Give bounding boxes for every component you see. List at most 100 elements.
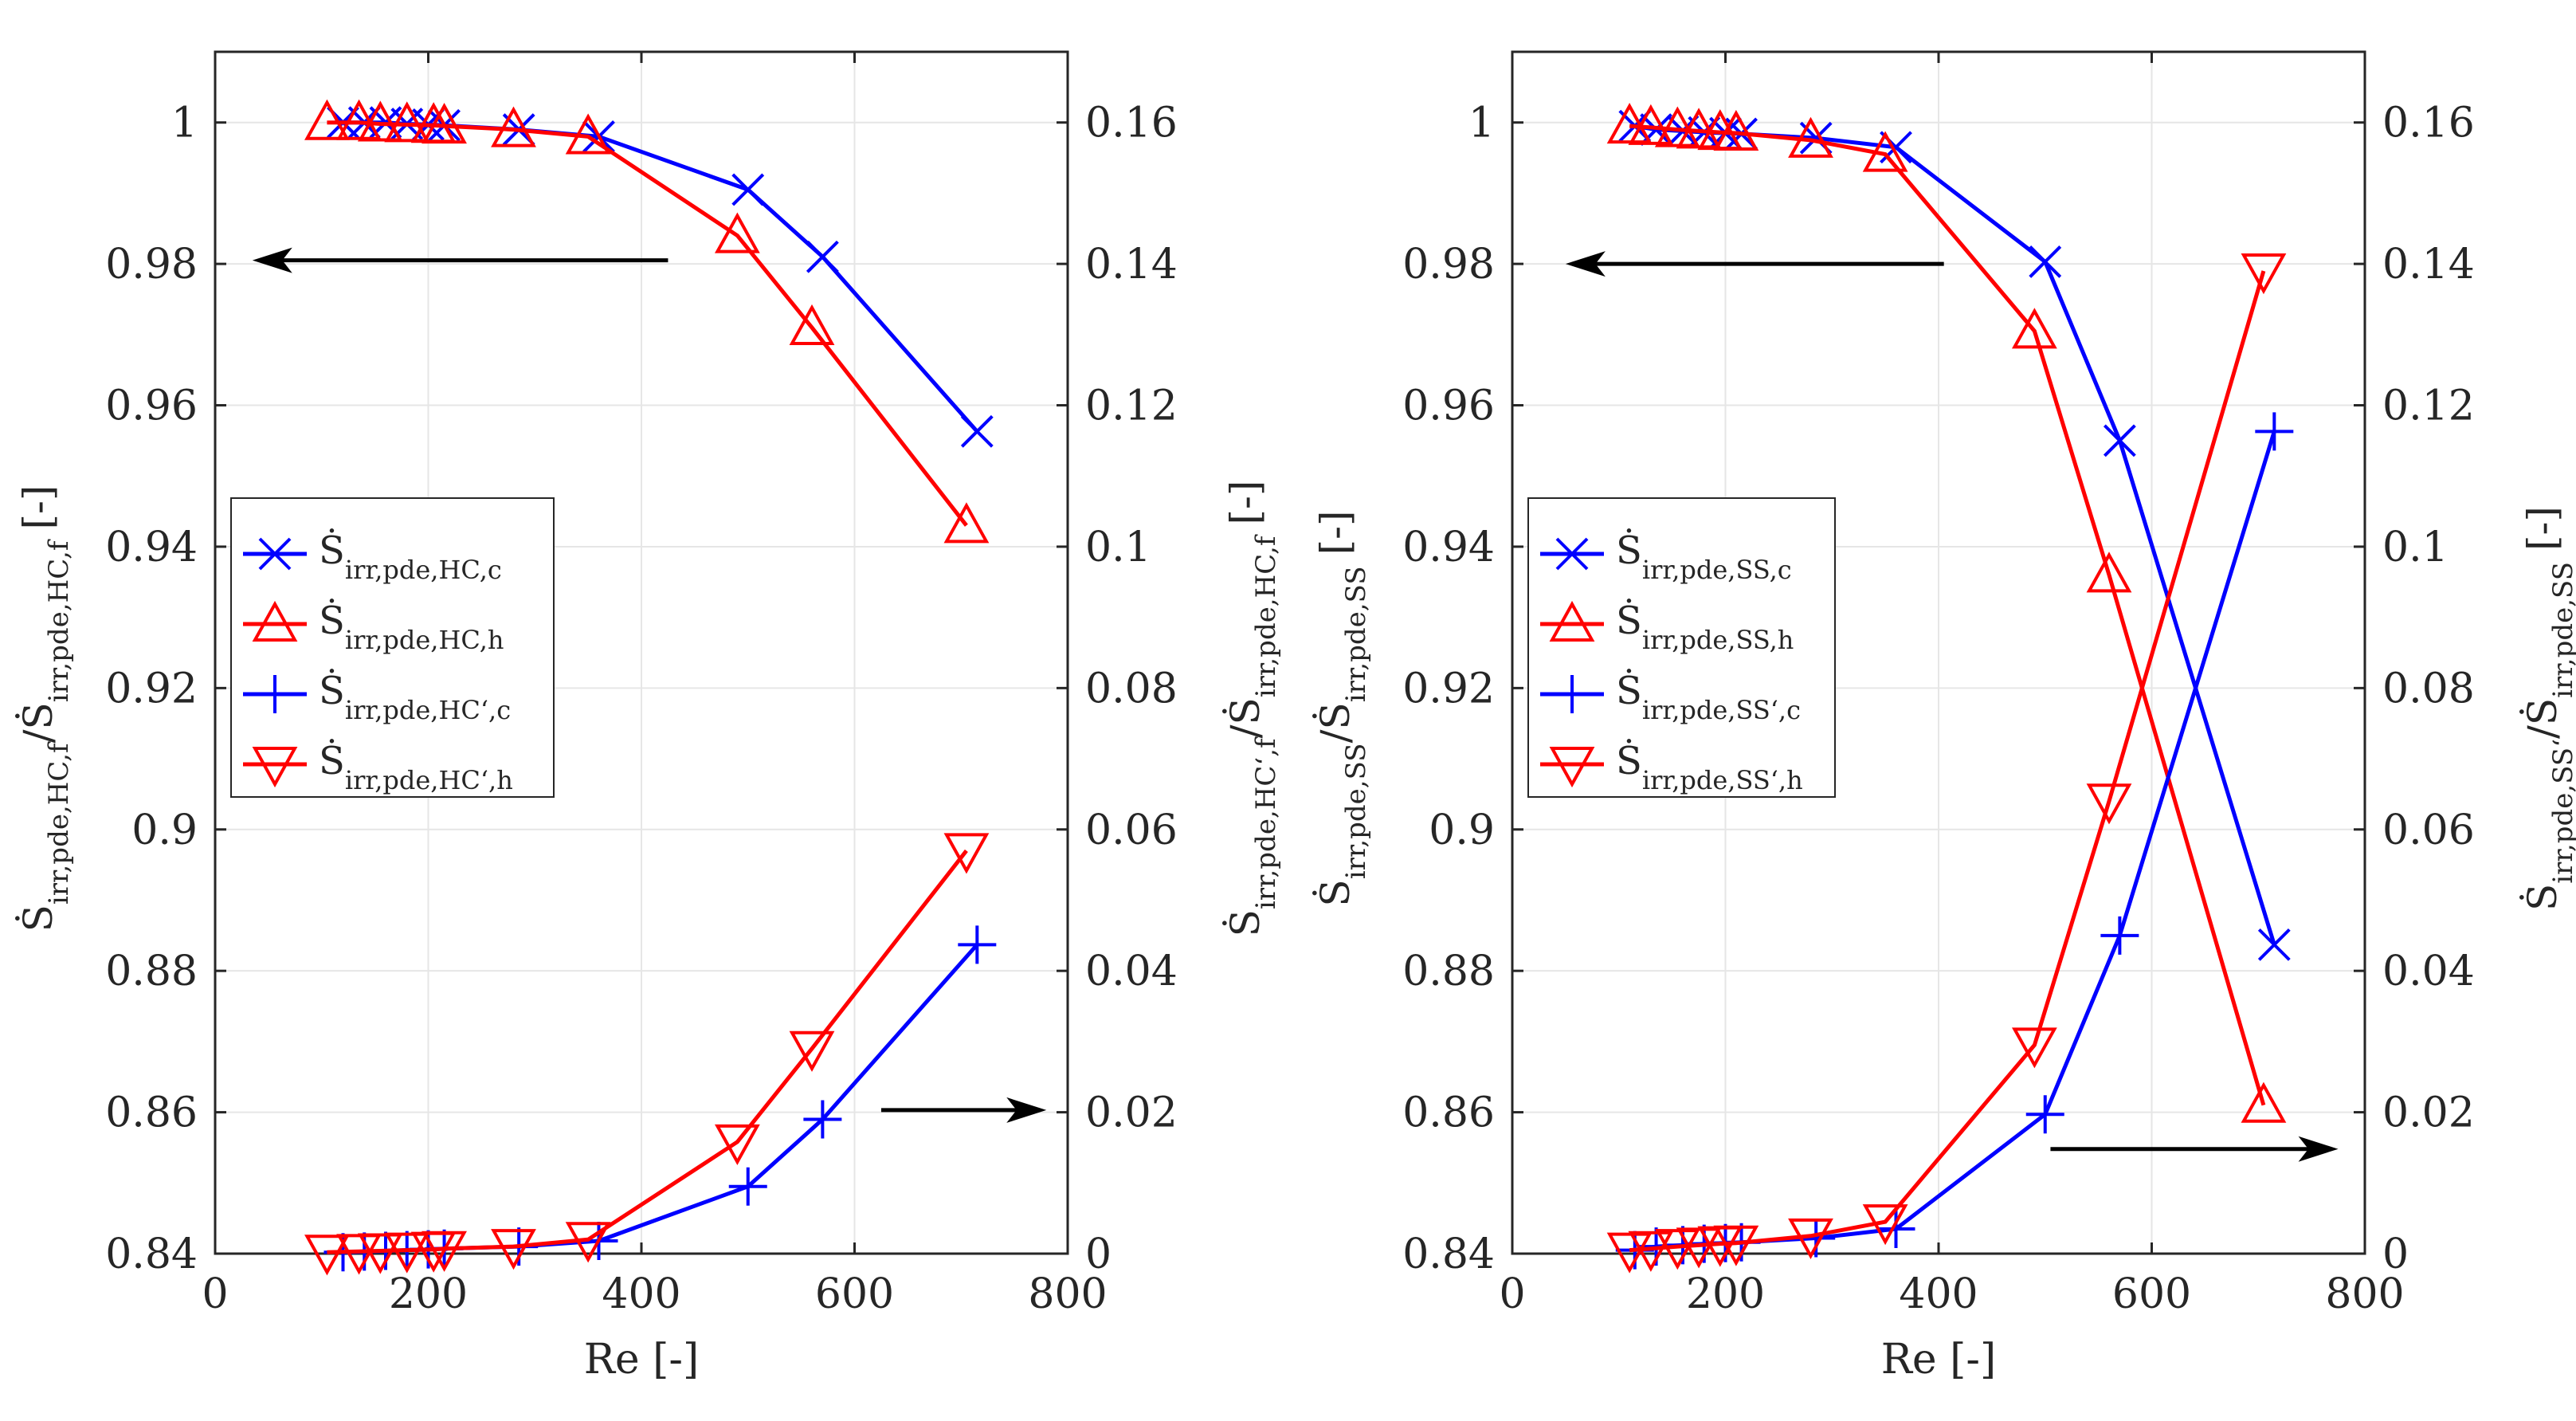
legend-marker (258, 537, 292, 571)
legend-entry-sub: irr,pde,HC‘,c (345, 695, 511, 725)
data-point (1654, 1229, 1700, 1270)
x-tick-label: 0 (202, 1270, 228, 1318)
data-point (565, 1222, 611, 1263)
y-left-tick-label: 0.86 (105, 1089, 198, 1137)
legend-entry: Ṡirr,pde,HC‘,c (319, 668, 511, 725)
legend-entry-sub: irr,pde,SS‘,h (1642, 765, 1803, 795)
legend-marker (1553, 675, 1591, 713)
y-left-tick-label: 0.94 (105, 524, 198, 571)
legend-entry: Ṡirr,pde,HC‘,h (319, 738, 513, 795)
y-right-axis-label-unit: [-] (2519, 506, 2566, 551)
legend-entry-main: Ṡ (319, 668, 345, 713)
data-point (714, 212, 760, 253)
y-right-axis-label: Ṡirr,pde,SS‘/Ṡirr,pde,SS [-] (2519, 506, 2576, 911)
data-point (1713, 1225, 1759, 1266)
legend-entry-main: Ṡ (319, 738, 345, 783)
legend-marker (256, 675, 294, 713)
data-point (789, 304, 835, 345)
legend-entry-main: Ṡ (319, 598, 345, 643)
y-right-tick-label: 0.12 (1085, 383, 1178, 430)
legend-entry-sub: irr,pde,SS,c (1642, 555, 1792, 585)
legend-entry: Ṡirr,pde,SS‘,c (1616, 668, 1801, 725)
y-left-axis-label-sub2: irr,pde,SS (1340, 566, 1372, 702)
series-3 (1606, 253, 2287, 1274)
legend-entry: Ṡirr,pde,HC,h (319, 598, 504, 655)
y-right-axis-label-sub2: irr,pde,SS (2547, 562, 2576, 698)
data-point (1654, 106, 1700, 147)
y-right-tick-label: 0.04 (2382, 948, 2475, 995)
x-tick-label: 200 (389, 1270, 468, 1318)
legend-entry-main: Ṡ (1616, 738, 1642, 783)
data-point (2103, 424, 2136, 457)
y-right-tick-label: 0.02 (2382, 1089, 2475, 1137)
legend-marker (252, 600, 298, 642)
legend-entry: Ṡirr,pde,SS‘,h (1616, 738, 1803, 795)
x-tick-label: 200 (1686, 1270, 1765, 1318)
chart-left-panel: 0 200 400 600 800 0.84 0.86 0.88 0.9 0.92 0.94 0.96… (14, 50, 1282, 1384)
data-point (2257, 928, 2291, 961)
y-left-tick-label: 1 (1468, 100, 1495, 147)
y-right-axis-label-sub: irr,pde,SS‘ (2547, 739, 2576, 884)
y-right-tick-label: 0.1 (2382, 524, 2449, 571)
x-axis-label: Re [-] (584, 1336, 700, 1384)
data-point (1788, 116, 1833, 158)
y-right-tick-label: 0.02 (1085, 1089, 1178, 1137)
data-point (2086, 783, 2132, 825)
legend-marker (1555, 537, 1589, 571)
data-point (2241, 253, 2287, 295)
y-left-axis-label-unit: [-] (15, 485, 61, 530)
x-tick-label: 0 (1499, 1270, 1525, 1318)
y-left-tick-label: 0.98 (1402, 241, 1495, 289)
data-point (491, 106, 536, 147)
data-point (384, 101, 430, 143)
legend-entry: Ṡirr,pde,HC,c (319, 528, 502, 585)
y-right-axis-label-mid: /Ṡ (2519, 698, 2566, 739)
legend-entry-main: Ṡ (1616, 668, 1642, 713)
legend-entry-sub: irr,pde,HC‘,h (345, 765, 513, 795)
y-right-tick-label: 0.12 (2382, 383, 2475, 430)
data-point (958, 925, 997, 964)
y-left-axis-label-mid: /Ṡ (14, 702, 61, 743)
legend-entry-sub: irr,pde,HC,h (345, 625, 504, 655)
legend-marker (252, 747, 298, 788)
y-left-tick-label: 0.92 (1402, 665, 1495, 712)
series-1 (1606, 103, 2287, 1123)
data-point (2029, 245, 2062, 278)
legend-entry-sub: irr,pde,SS,h (1642, 625, 1794, 655)
data-point (336, 99, 382, 140)
y-right-axis-label-main: Ṡ (1221, 909, 1268, 936)
annotation-arrowhead (1565, 251, 1606, 277)
legend-marker (1549, 747, 1595, 788)
data-point (1676, 108, 1722, 149)
data-point (2011, 308, 2057, 349)
data-point (1628, 104, 1674, 145)
data-point (2086, 552, 2132, 593)
legend-entry-main: Ṡ (319, 528, 345, 573)
data-point (2255, 412, 2294, 451)
data-point (714, 1124, 760, 1165)
data-point (304, 1235, 350, 1276)
legend-entry: Ṡirr,pde,SS,h (1616, 598, 1794, 655)
data-point (1713, 109, 1759, 151)
y-left-tick-label: 0.9 (131, 807, 198, 854)
y-right-axis-label: Ṡirr,pde,HC‘,f/Ṡirr,pde,HC,f [-] (1221, 481, 1282, 937)
y-left-tick-label: 0.88 (105, 948, 198, 995)
legend: Ṡirr,pde,SS,c Ṡirr,pde,SS,h Ṡirr,pde,SS‘,c… (1527, 497, 1836, 798)
legend-entry: Ṡirr,pde,SS,c (1616, 528, 1792, 585)
data-point (1788, 1218, 1833, 1259)
series-1 (304, 99, 990, 544)
data-point (803, 1100, 842, 1139)
data-point (357, 100, 403, 142)
y-left-axis-label-main: Ṡ (1312, 879, 1359, 906)
data-point (1862, 1204, 1908, 1246)
legend: Ṡirr,pde,HC,cṠirr,pde,HC,hṠirr,pde,HC‘,c… (230, 497, 555, 798)
y-left-axis-label-mid: /Ṡ (1312, 702, 1359, 743)
y-right-tick-label: 0 (1085, 1231, 1112, 1278)
data-point (421, 1231, 467, 1272)
y-right-tick-label: 0.04 (1085, 948, 1178, 995)
y-right-tick-label: 0.14 (1085, 241, 1178, 289)
y-right-tick-label: 0.06 (1085, 807, 1178, 854)
annotation-arrowhead (1006, 1097, 1047, 1123)
y-left-tick-label: 0.84 (1402, 1231, 1495, 1278)
x-axis-label: Re [-] (1881, 1336, 1997, 1384)
